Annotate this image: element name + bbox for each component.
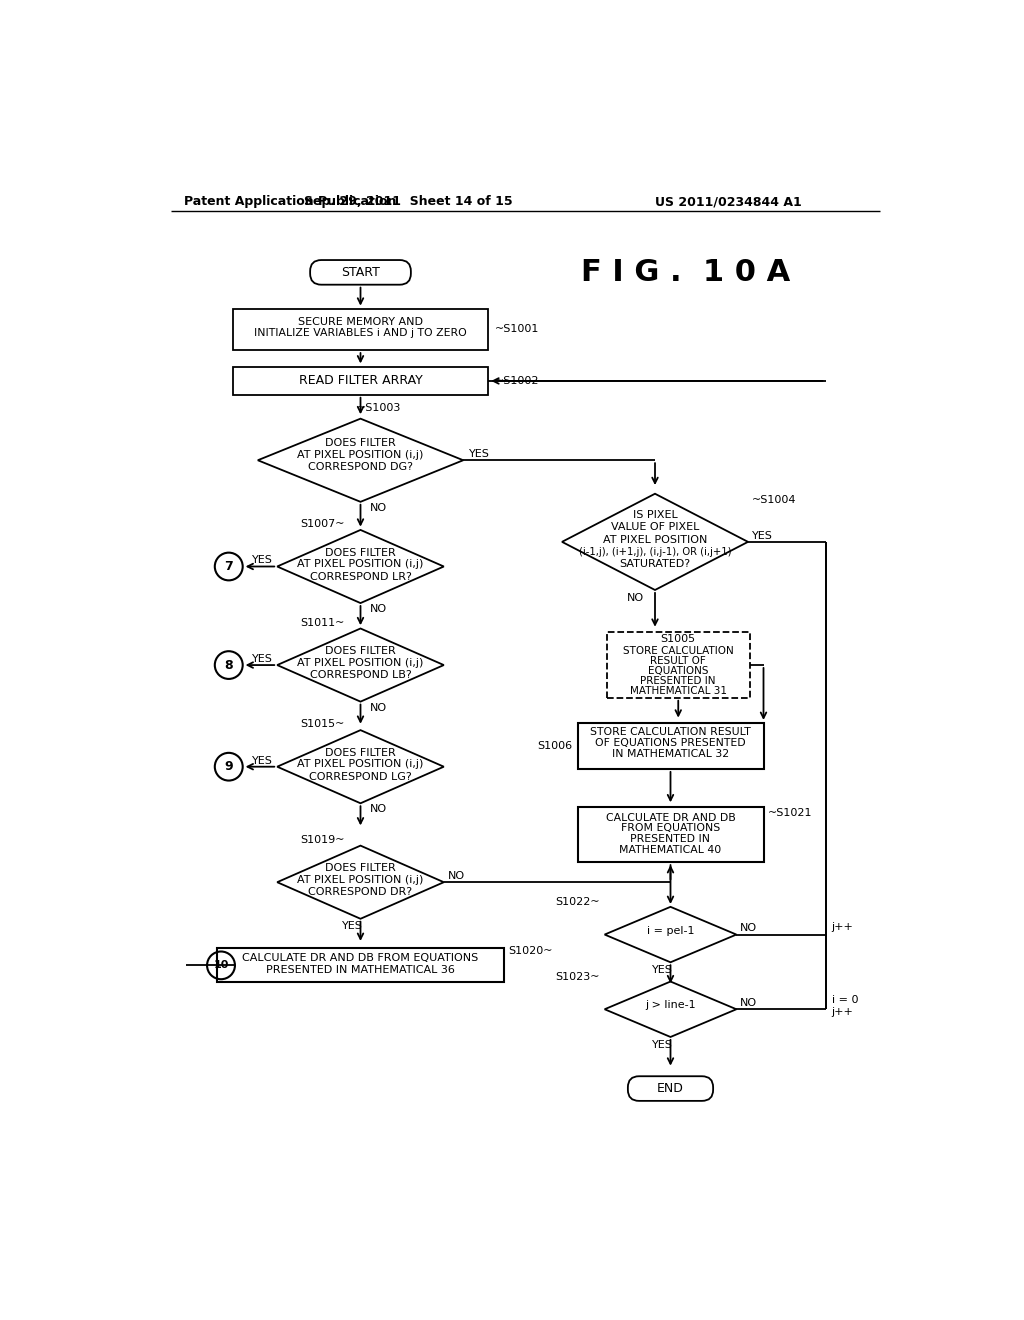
Text: 7: 7 [224, 560, 233, 573]
Text: STORE CALCULATION: STORE CALCULATION [623, 647, 733, 656]
Text: DOES FILTER: DOES FILTER [326, 748, 396, 758]
Text: Sep. 29, 2011  Sheet 14 of 15: Sep. 29, 2011 Sheet 14 of 15 [304, 195, 513, 209]
Text: DOES FILTER: DOES FILTER [326, 863, 396, 874]
Text: US 2011/0234844 A1: US 2011/0234844 A1 [655, 195, 802, 209]
Text: IN MATHEMATICAL 32: IN MATHEMATICAL 32 [612, 748, 729, 759]
Text: INITIALIZE VARIABLES i AND j TO ZERO: INITIALIZE VARIABLES i AND j TO ZERO [254, 329, 467, 338]
Text: MATHEMATICAL 31: MATHEMATICAL 31 [630, 686, 727, 696]
Text: ~S1004: ~S1004 [752, 495, 797, 504]
Text: YES: YES [469, 449, 490, 459]
Text: (i-1,j), (i+1,j), (i,j-1), OR (i,j+1): (i-1,j), (i+1,j), (i,j-1), OR (i,j+1) [579, 546, 731, 557]
Polygon shape [278, 529, 443, 603]
Text: CORRESPOND LG?: CORRESPOND LG? [309, 772, 412, 781]
Text: AT PIXEL POSITION (i,j): AT PIXEL POSITION (i,j) [297, 450, 424, 459]
Text: AT PIXEL POSITION: AT PIXEL POSITION [603, 535, 708, 545]
Text: SATURATED?: SATURATED? [620, 560, 690, 569]
FancyBboxPatch shape [628, 1076, 713, 1101]
Text: RESULT OF: RESULT OF [650, 656, 707, 667]
Text: CALCULATE DR AND DB FROM EQUATIONS: CALCULATE DR AND DB FROM EQUATIONS [243, 953, 478, 964]
Text: F I G .  1 0 A: F I G . 1 0 A [582, 257, 791, 286]
Text: YES: YES [652, 965, 673, 975]
Text: YES: YES [752, 531, 773, 541]
Text: YES: YES [253, 653, 273, 664]
Text: CALCULATE DR AND DB: CALCULATE DR AND DB [605, 813, 735, 822]
Text: IS PIXEL: IS PIXEL [633, 510, 677, 520]
Text: AT PIXEL POSITION (i,j): AT PIXEL POSITION (i,j) [297, 875, 424, 884]
Polygon shape [258, 418, 463, 502]
Text: 9: 9 [224, 760, 233, 774]
Text: S1011~: S1011~ [301, 618, 345, 628]
Polygon shape [278, 846, 443, 919]
Text: VALUE OF PIXEL: VALUE OF PIXEL [610, 523, 699, 532]
Text: PRESENTED IN MATHEMATICAL 36: PRESENTED IN MATHEMATICAL 36 [266, 965, 455, 975]
Text: YES: YES [253, 755, 273, 766]
Text: NO: NO [370, 503, 387, 513]
Text: AT PIXEL POSITION (i,j): AT PIXEL POSITION (i,j) [297, 759, 424, 770]
Polygon shape [604, 907, 736, 962]
FancyBboxPatch shape [606, 632, 750, 698]
Polygon shape [278, 730, 443, 804]
Polygon shape [604, 982, 736, 1038]
Polygon shape [278, 628, 443, 702]
Text: ~S1001: ~S1001 [495, 325, 539, 334]
FancyBboxPatch shape [578, 807, 764, 862]
Text: NO: NO [627, 593, 644, 603]
Text: NO: NO [370, 804, 387, 814]
Text: STORE CALCULATION RESULT: STORE CALCULATION RESULT [590, 727, 751, 737]
Text: AT PIXEL POSITION (i,j): AT PIXEL POSITION (i,j) [297, 560, 424, 569]
Text: DOES FILTER: DOES FILTER [326, 548, 396, 557]
Text: NO: NO [740, 998, 758, 1008]
Text: OF EQUATIONS PRESENTED: OF EQUATIONS PRESENTED [595, 738, 745, 748]
Text: j++: j++ [831, 921, 854, 932]
Text: S1005: S1005 [660, 634, 696, 644]
Text: S1007~: S1007~ [300, 519, 345, 529]
Text: j > line-1: j > line-1 [645, 1001, 696, 1010]
Text: S1023~: S1023~ [555, 972, 600, 982]
Text: CORRESPOND DG?: CORRESPOND DG? [308, 462, 413, 473]
FancyBboxPatch shape [310, 260, 411, 285]
Text: ~S1002: ~S1002 [495, 376, 539, 385]
Text: CORRESPOND LB?: CORRESPOND LB? [309, 671, 412, 680]
Text: NO: NO [740, 924, 758, 933]
Text: S1015~: S1015~ [301, 719, 345, 730]
Text: DOES FILTER: DOES FILTER [326, 438, 396, 449]
Text: NO: NO [447, 871, 465, 880]
Text: FROM EQUATIONS: FROM EQUATIONS [621, 824, 720, 833]
Text: PRESENTED IN: PRESENTED IN [631, 834, 711, 843]
Text: EQUATIONS: EQUATIONS [648, 667, 709, 676]
Text: S1022~: S1022~ [555, 898, 600, 907]
Text: 10: 10 [213, 961, 228, 970]
Text: YES: YES [253, 556, 273, 565]
Text: READ FILTER ARRAY: READ FILTER ARRAY [299, 375, 422, 388]
Text: NO: NO [370, 605, 387, 614]
Text: S1006: S1006 [538, 741, 572, 751]
Text: END: END [657, 1082, 684, 1096]
Text: ~S1003: ~S1003 [356, 403, 401, 413]
FancyBboxPatch shape [578, 723, 764, 770]
FancyBboxPatch shape [232, 309, 488, 350]
Text: S1019~: S1019~ [300, 834, 345, 845]
Text: YES: YES [342, 921, 364, 932]
Text: MATHEMATICAL 40: MATHEMATICAL 40 [620, 845, 722, 855]
Text: YES: YES [652, 1040, 673, 1049]
Text: AT PIXEL POSITION (i,j): AT PIXEL POSITION (i,j) [297, 657, 424, 668]
Text: SECURE MEMORY AND: SECURE MEMORY AND [298, 317, 423, 326]
FancyBboxPatch shape [232, 367, 488, 395]
Polygon shape [562, 494, 748, 590]
Text: j++: j++ [831, 1007, 854, 1016]
Text: ~S1021: ~S1021 [768, 808, 813, 818]
Text: Patent Application Publication: Patent Application Publication [183, 195, 396, 209]
Text: NO: NO [370, 702, 387, 713]
Text: 8: 8 [224, 659, 233, 672]
Text: S1020~: S1020~ [509, 946, 553, 957]
Text: START: START [341, 265, 380, 279]
FancyBboxPatch shape [217, 949, 504, 982]
Text: PRESENTED IN: PRESENTED IN [640, 676, 716, 686]
Text: CORRESPOND DR?: CORRESPOND DR? [308, 887, 413, 898]
Text: i = pel-1: i = pel-1 [647, 925, 694, 936]
Text: DOES FILTER: DOES FILTER [326, 647, 396, 656]
Text: CORRESPOND LR?: CORRESPOND LR? [309, 572, 412, 582]
Text: i = 0: i = 0 [831, 995, 858, 1005]
